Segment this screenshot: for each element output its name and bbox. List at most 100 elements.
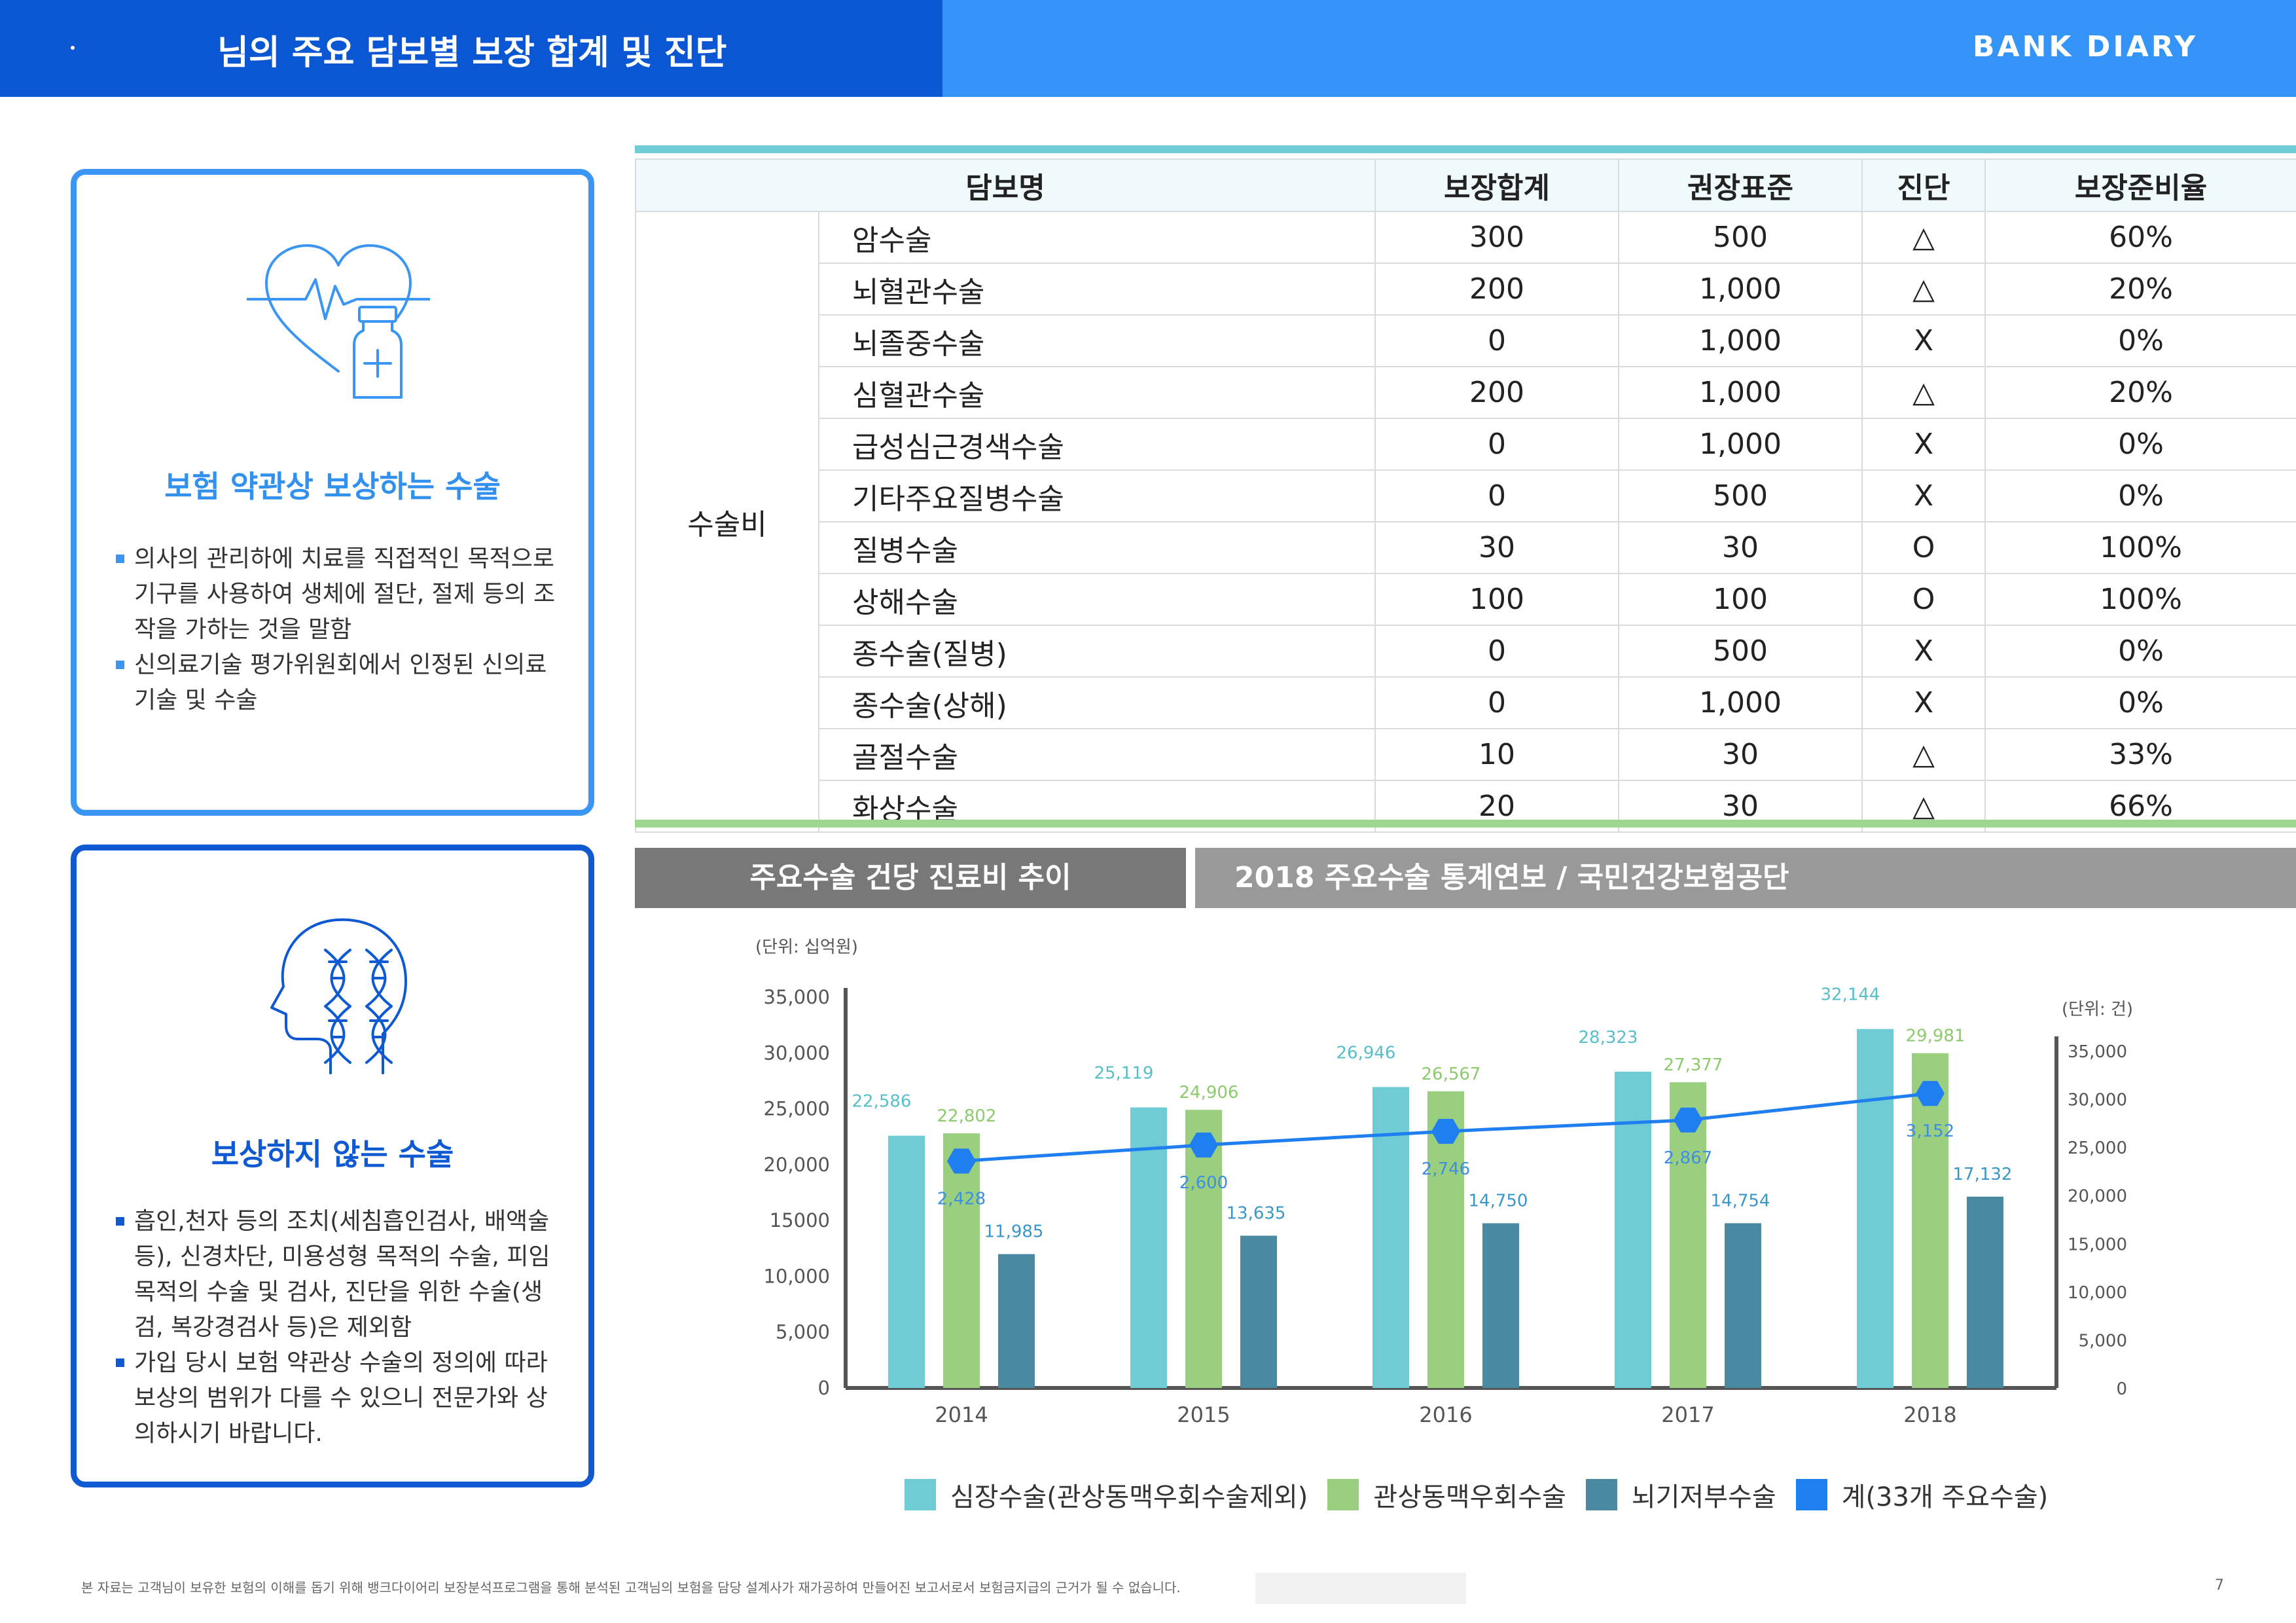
line-marker [1431,1119,1460,1144]
page-number: 7 [2215,1577,2224,1594]
bar-1 [888,1135,925,1388]
line-value-label: 2,428 [937,1189,986,1209]
y2-tick-label: 25,000 [2068,1139,2127,1158]
bar-3 [1240,1235,1277,1388]
coverage-total: 0 [1374,469,1620,522]
x-tick-label: 2018 [1903,1402,1956,1427]
brand-logo: BANK DIARY [1973,30,2198,64]
coverage-diagnosis: X [1861,625,1986,678]
chart-banner-left: 주요수술 건당 진료비 추이 [635,848,1186,908]
chart-banner-right: 2018 주요수술 통계연보 / 국민건강보험공단 [1195,848,2296,908]
bar-1 [1372,1087,1409,1388]
coverage-diagnosis: X [1861,418,1986,471]
header-ratio: 보장준비율 [1984,158,2296,212]
covered-surgery-card: 보험 약관상 보상하는 수술 의사의 관리하에 치료를 직접적인 목적으로 기구… [71,169,594,816]
coverage-standard: 1,000 [1618,263,1863,316]
coverage-ratio: 0% [1984,418,2296,471]
y-tick-label: 25,000 [764,1098,830,1120]
bar-value-label: 22,586 [852,1092,912,1112]
coverage-diagnosis: △ [1861,263,1986,316]
page-title: 님의 주요 담보별 보장 합계 및 진단 [217,33,727,73]
y2-axis-unit: (단위: 건) [2062,1000,2133,1019]
legend-item: 뇌기저부수술 [1585,1476,1776,1514]
coverage-ratio: 60% [1984,211,2296,264]
chart-legend: 심장수술(관상동맥우회수술제외) 관상동맥우회수술 뇌기저부수술 계(33개 주… [905,1476,2068,1514]
bullet-square-icon [116,661,124,669]
coverage-standard: 500 [1618,625,1863,678]
bullet-item: 가입 당시 보험 약관상 수술의 정의에 따라 보상의 범위가 다를 수 있으니… [116,1345,556,1451]
legend-item: 심장수술(관상동맥우회수술제외) [905,1476,1308,1514]
line-value-label: 2,746 [1422,1159,1470,1179]
header-total: 보장합계 [1374,158,1620,212]
bar-value-label: 27,377 [1664,1055,1723,1075]
coverage-total: 10 [1374,728,1620,781]
bullet-item: 흡인,천자 등의 조치(세침흡인검사, 배액술 등), 신경차단, 미용성형 목… [116,1204,556,1345]
legend-swatch [1327,1479,1359,1510]
y-tick-label: 35,000 [764,986,830,1008]
x-tick-label: 2015 [1177,1402,1230,1427]
coverage-ratio: 100% [1984,573,2296,626]
group-label: 수술비 [635,211,819,833]
coverage-total: 0 [1374,418,1620,471]
coverage-ratio: 20% [1984,263,2296,316]
table-row: 기타주요질병수술 0 500 X 0% [636,469,2296,522]
y-axis-unit: (단위: 십억원) [755,938,858,957]
line-marker [947,1148,976,1174]
y2-tick-label: 0 [2116,1379,2127,1399]
covered-surgery-bullets: 의사의 관리하에 치료를 직접적인 목적으로 기구를 사용하여 생체에 절단, … [116,541,556,718]
bar-2 [1912,1053,1948,1388]
coverage-total: 300 [1374,211,1620,264]
x-tick-label: 2016 [1419,1402,1472,1427]
coverage-total: 0 [1374,625,1620,678]
bar-value-label: 26,567 [1422,1065,1481,1084]
line-marker [1674,1107,1702,1133]
line-value-label: 3,152 [1906,1122,1954,1141]
legend-swatch [1795,1479,1827,1510]
line-value-label: 2,600 [1179,1173,1228,1193]
coverage-ratio: 20% [1984,366,2296,419]
coverage-standard: 1,000 [1618,418,1863,471]
table-row: 뇌졸중수술 0 1,000 X 0% [636,314,2296,367]
bullet-item: 의사의 관리하에 치료를 직접적인 목적으로 기구를 사용하여 생체에 절단, … [116,541,556,647]
bar-2 [943,1133,980,1388]
coverage-table: 담보명 보장합계 권장표준 진단 보장준비율 수술비 암수술 300 500 △ 60% 뇌… [634,158,2296,833]
bar-3 [998,1254,1035,1388]
coverage-total: 30 [1374,521,1620,574]
coverage-name: 질병수술 [817,521,1376,574]
coverage-name: 기타주요질병수술 [817,469,1376,522]
coverage-total: 0 [1374,314,1620,367]
coverage-standard: 1,000 [1618,676,1863,729]
table-row: 질병수술 30 30 O 100% [636,521,2296,574]
bar-value-label: 17,132 [1953,1165,2013,1184]
bullet-square-icon [116,1359,124,1367]
bar-3 [1967,1196,2003,1388]
table-row: 종수술(질병) 0 500 X 0% [636,625,2296,678]
table-row: 골절수술 10 30 △ 33% [636,728,2296,781]
table-row: 뇌혈관수술 200 1,000 △ 20% [636,263,2296,316]
bar-value-label: 14,754 [1711,1191,1770,1211]
header-standard: 권장표준 [1618,158,1863,212]
bar-1 [1857,1029,1893,1388]
legend-swatch [905,1479,936,1510]
y-tick-label: 10,000 [764,1265,830,1287]
excluded-surgery-card: 보상하지 않는 수술 흡인,천자 등의 조치(세침흡인검사, 배액술 등), 신… [71,845,594,1487]
y-tick-label: 0 [818,1377,830,1399]
coverage-standard: 100 [1618,573,1863,626]
bar-value-label: 28,323 [1579,1028,1638,1048]
coverage-standard: 30 [1618,728,1863,781]
coverage-name: 뇌혈관수술 [817,263,1376,316]
coverage-name: 종수술(상해) [817,676,1376,729]
covered-surgery-title: 보험 약관상 보상하는 수술 [164,469,501,504]
bullet-item: 신의료기술 평가위원회에서 인정된 신의료 기술 및 수술 [116,647,556,718]
table-row: 종수술(상해) 0 1,000 X 0% [636,676,2296,729]
table-row: 급성심근경색수술 0 1,000 X 0% [636,418,2296,471]
y2-tick-label: 35,000 [2068,1042,2127,1062]
header-bar-left [0,0,942,97]
bar-1 [1615,1071,1651,1388]
footer-disclaimer: 본 자료는 고객님이 보유한 보험의 이해를 돕기 위해 뱅크다이어리 보장분석… [81,1580,1181,1596]
bar-value-label: 26,946 [1336,1043,1396,1063]
coverage-total: 100 [1374,573,1620,626]
header-coverage-name: 담보명 [634,158,1376,212]
head-dna-icon [270,918,407,1074]
coverage-name: 상해수술 [817,573,1376,626]
